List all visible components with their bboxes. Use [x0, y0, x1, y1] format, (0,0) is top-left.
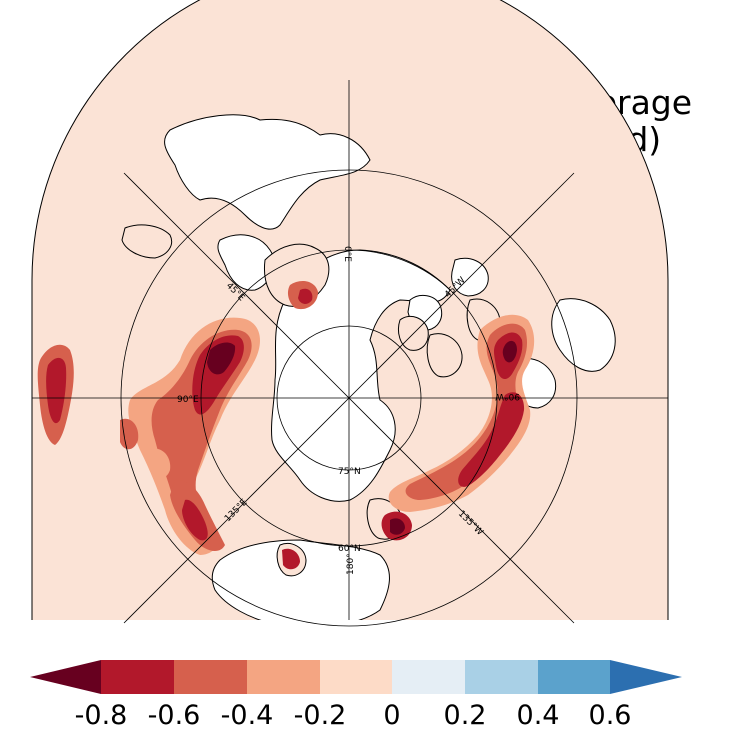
colorbar-bin-4 [320, 660, 392, 694]
colorbar-tick-label: -0.6 [147, 700, 201, 731]
colorbar-labels: -0.8 -0.6 -0.4 -0.2 0 0.2 0.4 0.6 [0, 700, 729, 740]
colorbar-bin-7 [538, 660, 610, 694]
graticule [32, 80, 668, 627]
colorbar-bin-2 [174, 660, 247, 694]
label-60n: 60°N [338, 544, 361, 554]
colorbar-tick-label: -0.8 [74, 700, 128, 731]
colorbar-tick-label: 0.6 [588, 700, 632, 731]
colorbar-bin-1 [101, 660, 174, 694]
colorbar-tick-label: -0.4 [220, 700, 274, 731]
colorbar-tick-label: 0.2 [443, 700, 487, 731]
colorbar-high-triangle [610, 660, 682, 694]
meridian-45w-135e [123, 172, 575, 624]
label-90e: 90°E [177, 395, 199, 405]
colorbar-bin-3 [247, 660, 320, 694]
label-75n: 75°N [338, 467, 361, 477]
label-0e: 0°E [342, 246, 352, 262]
colorbar-tick-label: -0.2 [293, 700, 347, 731]
permafrost-change-patches [37, 280, 535, 570]
colorbar [30, 660, 682, 694]
label-90w: 90°W [495, 391, 520, 401]
colorbar-tick-label: 0 [383, 700, 401, 731]
label-180: 180° [346, 553, 356, 575]
colorbar-tick-label: 0.4 [516, 700, 560, 731]
colorbar-bin-5 [392, 660, 465, 694]
colorbar-bin-6 [465, 660, 538, 694]
map-boundary [31, 0, 669, 620]
colorbar-low-triangle [30, 660, 101, 694]
